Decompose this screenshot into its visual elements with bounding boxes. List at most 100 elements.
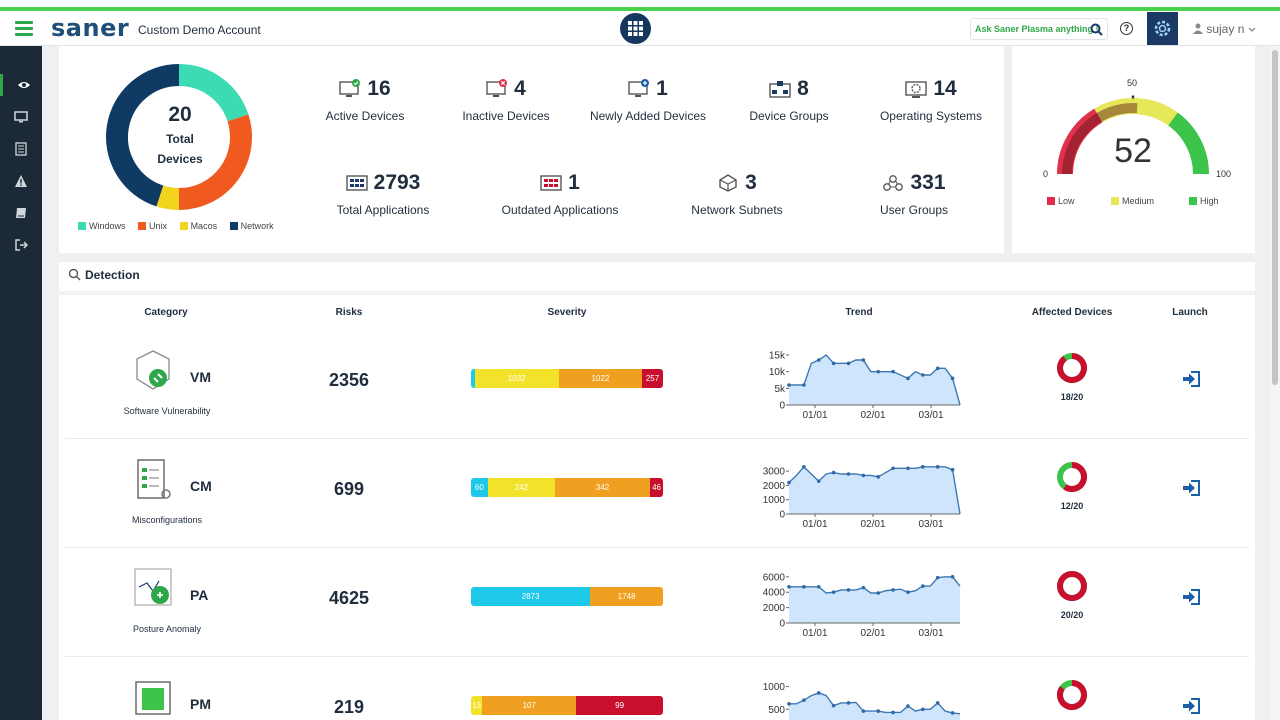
legend-network[interactable]: Network: [229, 221, 274, 231]
detection-row-vm-affected-devices[interactable]: 18/20: [1042, 352, 1102, 402]
trend-y-tick-label: 0: [779, 619, 785, 630]
legend-macos[interactable]: Macos: [179, 221, 217, 231]
detection-row-vm-severity-bar[interactable]: 1032 1022 257: [471, 369, 663, 388]
inactive-device-icon: [486, 79, 508, 97]
detection-row-pa-trend-chart[interactable]: 6000 4000 2000 0 01/01 02/01 03/01: [759, 566, 964, 636]
severity-segment[interactable]: 342: [555, 478, 651, 497]
sidebar-item-reports[interactable]: [0, 138, 42, 160]
sidebar-item-alerts[interactable]: [0, 170, 42, 192]
trend-point: [816, 585, 821, 589]
col-affected-devices: Affected Devices: [1031, 307, 1113, 318]
risk-score-gauge[interactable]: [1038, 74, 1228, 184]
stat-newly-added-devices[interactable]: 1 Newly Added Devices: [589, 77, 707, 123]
trend-point: [787, 480, 791, 485]
legend-windows[interactable]: Windows: [78, 221, 126, 231]
severity-segment[interactable]: 1032: [474, 369, 559, 388]
sidebar-item-library[interactable]: [0, 202, 42, 224]
detection-row-pm-trend-chart[interactable]: 1000 500: [759, 675, 964, 720]
stat-active-devices[interactable]: 16 Active Devices: [325, 77, 405, 123]
detection-row-cm-name: Misconfigurations: [131, 515, 203, 525]
trend-point: [921, 707, 925, 712]
severity-segment[interactable]: 107: [482, 696, 577, 715]
detection-row-pa-severity-bar[interactable]: 2873 1748: [471, 587, 663, 606]
detection-row-cm-risks[interactable]: 699: [333, 479, 365, 499]
apps-grid-button[interactable]: [620, 13, 651, 44]
user-name: sujay n: [1206, 22, 1245, 36]
detection-row-pm-affected-devices[interactable]: [1042, 679, 1102, 716]
sidebar-item-overview[interactable]: [0, 74, 42, 96]
menu-icon[interactable]: [15, 21, 33, 36]
device-group-icon: [769, 81, 791, 98]
page-scrollbar[interactable]: [1270, 46, 1280, 720]
trend-point: [787, 702, 791, 706]
new-device-icon: [628, 79, 650, 97]
devices-donut-chart[interactable]: [99, 57, 259, 217]
stat-outdated-applications[interactable]: 1 Outdated Applications: [501, 171, 619, 217]
stat-total-applications[interactable]: 2793 Total Applications: [336, 171, 430, 217]
affected-ring: [1057, 462, 1087, 492]
detection-row-cm-affected-devices[interactable]: 12/20: [1042, 461, 1102, 511]
detection-row-pa-risks[interactable]: 4625: [328, 588, 370, 608]
severity-segment[interactable]: 1748: [590, 587, 663, 606]
detection-row-pa-code[interactable]: PA: [190, 587, 209, 603]
detection-row-pm-code[interactable]: PM: [190, 696, 211, 712]
gauge-max-label: 100: [1216, 169, 1232, 179]
help-icon[interactable]: ?: [1120, 22, 1133, 35]
stat-inactive-devices[interactable]: 4 Inactive Devices: [462, 77, 550, 123]
detection-row-vm-trend-chart[interactable]: 15k 10k 5k 0 01/01 02/01 03/01: [759, 348, 964, 418]
affected-ring-affected: [1057, 571, 1087, 601]
ask-assistant-input[interactable]: Ask Saner Plasma anything !: [970, 18, 1108, 40]
gear-icon: [1154, 20, 1171, 37]
stat-operating-systems[interactable]: 14 Operating Systems: [879, 77, 983, 123]
sidebar-item-devices[interactable]: [0, 106, 42, 128]
launch-icon[interactable]: [1182, 589, 1200, 605]
affected-count: 12/20: [1060, 501, 1084, 511]
trend-x-tick-label: 01/01: [802, 410, 827, 418]
trend-y-tick-label: 1000: [763, 495, 786, 506]
detection-row-pm-severity-bar[interactable]: 13 107 99: [471, 696, 663, 715]
trend-point: [861, 585, 866, 590]
detection-row-cm-code[interactable]: CM: [190, 478, 212, 494]
trend-point: [935, 575, 940, 580]
severity-segment[interactable]: 242: [487, 478, 556, 497]
stat-user-groups[interactable]: 331 User Groups: [879, 171, 949, 217]
patch-management-icon: [135, 681, 171, 715]
sidebar-item-logout[interactable]: [0, 234, 42, 256]
trend-area: [789, 692, 960, 720]
trend-y-tick-label: 5k: [774, 384, 786, 395]
detection-title: Detection: [68, 268, 140, 282]
vulnerability-icon: [136, 350, 170, 390]
detection-row-pa-affected-devices[interactable]: 20/20: [1042, 570, 1102, 620]
severity-segment[interactable]: 2873: [471, 587, 591, 606]
trend-point: [950, 376, 955, 381]
detection-row-cm-severity-bar[interactable]: 60 242 342 46: [471, 478, 663, 497]
brand-logo[interactable]: saner: [51, 14, 130, 42]
severity-segment[interactable]: 257: [642, 369, 663, 388]
posture-anomaly-icon: [134, 568, 172, 606]
severity-segment[interactable]: [471, 369, 475, 388]
severity-segment[interactable]: 60: [471, 478, 488, 497]
book-icon: [16, 208, 26, 218]
search-icon[interactable]: [1090, 23, 1103, 36]
detection-row-vm-risks[interactable]: 2356: [328, 370, 370, 390]
row-divider: [65, 656, 1249, 657]
launch-icon[interactable]: [1182, 371, 1200, 387]
stat-network-subnets[interactable]: 3 Network Subnets: [691, 171, 783, 217]
detection-row-pm-risks[interactable]: 219: [333, 697, 365, 717]
trend-point: [831, 470, 836, 475]
launch-icon[interactable]: [1182, 480, 1200, 496]
trend-point: [935, 701, 940, 705]
launch-icon[interactable]: [1182, 698, 1200, 714]
detection-row-vm-code[interactable]: VM: [190, 369, 211, 385]
legend-unix[interactable]: Unix: [138, 221, 167, 231]
detection-row-cm-trend-chart[interactable]: 3000 2000 1000 0 01/01 02/01 03/01: [759, 457, 964, 527]
trend-point: [816, 691, 821, 695]
stat-device-groups[interactable]: 8 Device Groups: [749, 77, 829, 123]
severity-segment[interactable]: 46: [650, 478, 663, 497]
user-menu[interactable]: sujay n: [1193, 22, 1256, 36]
scrollbar-thumb[interactable]: [1272, 50, 1278, 385]
severity-segment[interactable]: 1022: [558, 369, 643, 388]
settings-button[interactable]: [1147, 12, 1178, 45]
severity-segment[interactable]: 99: [576, 696, 663, 715]
severity-segment[interactable]: 13: [471, 696, 483, 715]
